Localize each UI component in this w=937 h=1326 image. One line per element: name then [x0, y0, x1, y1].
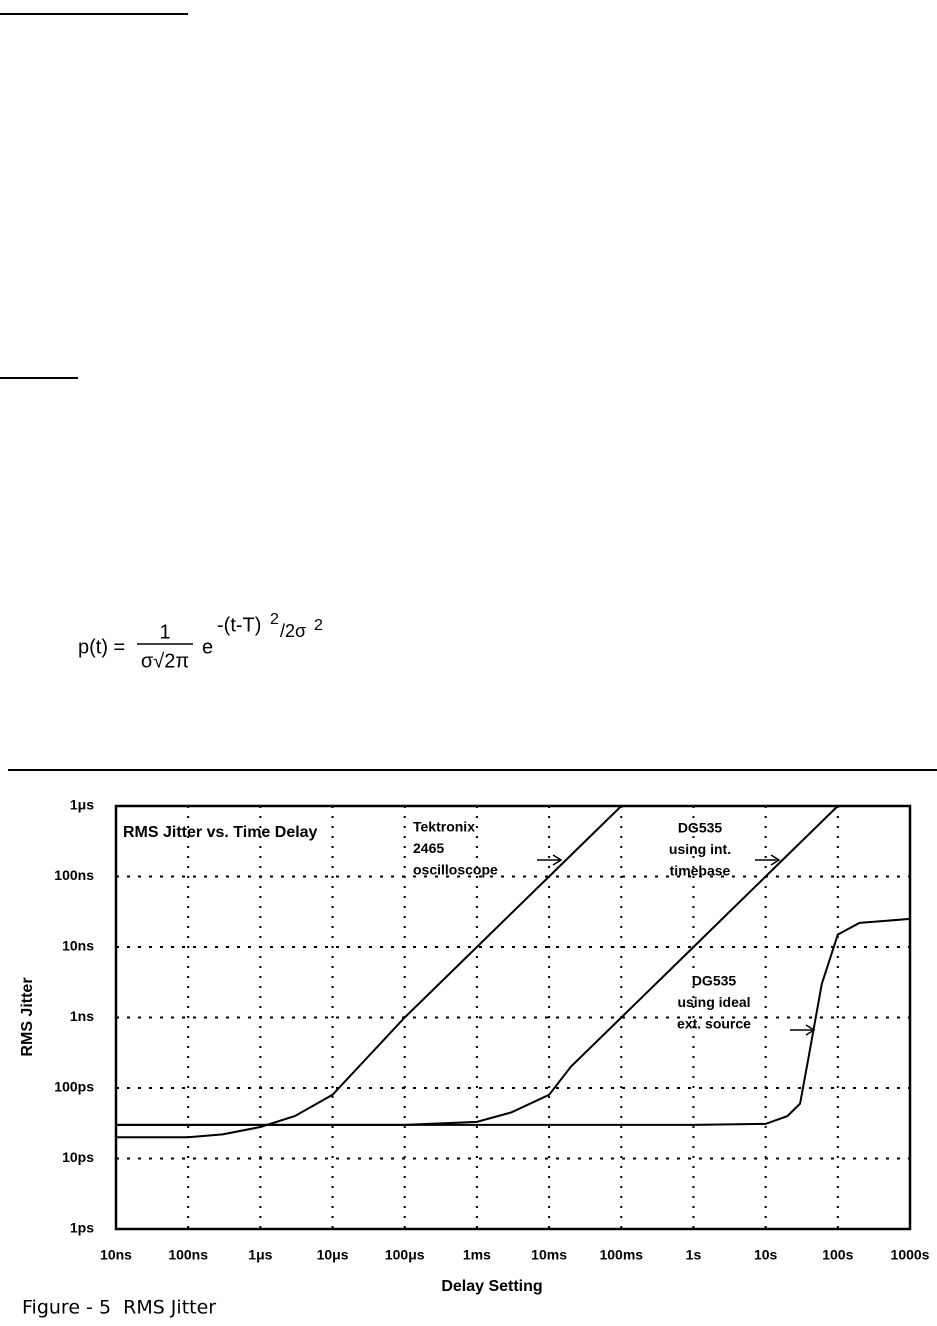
formula-exponent-divisor-power: 2	[314, 617, 323, 634]
chart-title: RMS Jitter vs. Time Delay	[123, 824, 318, 841]
x-tick-label: 100ns	[168, 1247, 208, 1263]
series-label: using ideal	[677, 994, 750, 1010]
y-tick-label: 1ps	[70, 1220, 94, 1236]
y-tick-label: 100ps	[54, 1079, 94, 1095]
x-tick-label: 1000s	[891, 1247, 930, 1263]
x-axis-label: Delay Setting	[441, 1278, 542, 1295]
formula: p(t) = 1 σ√2π e -(t-T) 2 /2σ 2	[78, 611, 323, 672]
series-label: DG535	[678, 820, 723, 836]
y-tick-label: 1μs	[70, 797, 94, 813]
series-label: timebase	[670, 863, 731, 879]
x-tick-label: 100μs	[385, 1247, 425, 1263]
series-label: ext. source	[677, 1016, 751, 1032]
formula-exponent-power: 2	[270, 611, 279, 628]
x-tick-label: 10ms	[531, 1247, 567, 1263]
series-label: 2465	[413, 840, 444, 856]
series-line	[116, 917, 911, 1126]
x-tick-label: 100ms	[599, 1247, 643, 1263]
x-tick-label: 10μs	[317, 1247, 349, 1263]
plot-frame	[114, 804, 912, 1231]
arrow-head	[770, 854, 781, 866]
arrow-head	[552, 854, 563, 866]
formula-lhs: p(t) =	[78, 636, 125, 658]
formula-exponent: -(t-T)	[217, 614, 261, 636]
formula-numerator: 1	[159, 621, 170, 643]
series-label: using int.	[669, 841, 731, 857]
series-label: DG535	[692, 973, 737, 989]
formula-exponent-divisor: /2σ	[280, 621, 306, 641]
y-axis-label: RMS Jitter	[19, 977, 36, 1056]
series-label: oscilloscope	[413, 862, 498, 878]
series-line	[116, 805, 839, 1126]
y-tick-label: 10ps	[62, 1149, 94, 1165]
series-label: Tektronix	[413, 819, 475, 835]
x-tick-label: 100s	[822, 1247, 853, 1263]
x-tick-label: 1ms	[463, 1247, 491, 1263]
x-tick-label: 10s	[754, 1247, 778, 1263]
series-line	[116, 805, 622, 1139]
y-tick-label: 10ns	[62, 938, 94, 954]
formula-denominator: σ√2π	[141, 650, 189, 672]
chart: RMS Jitter vs. Time Delay Delay Setting …	[19, 797, 929, 1296]
caption: Figure - 5 RMS Jitter	[22, 1297, 216, 1319]
y-tick-label: 1ns	[70, 1008, 94, 1024]
x-tick-label: 1μs	[248, 1247, 272, 1263]
formula-base: e	[202, 636, 213, 658]
x-tick-label: 1s	[686, 1247, 702, 1263]
y-tick-label: 100ns	[54, 867, 94, 883]
x-tick-label: 10ns	[100, 1247, 132, 1263]
